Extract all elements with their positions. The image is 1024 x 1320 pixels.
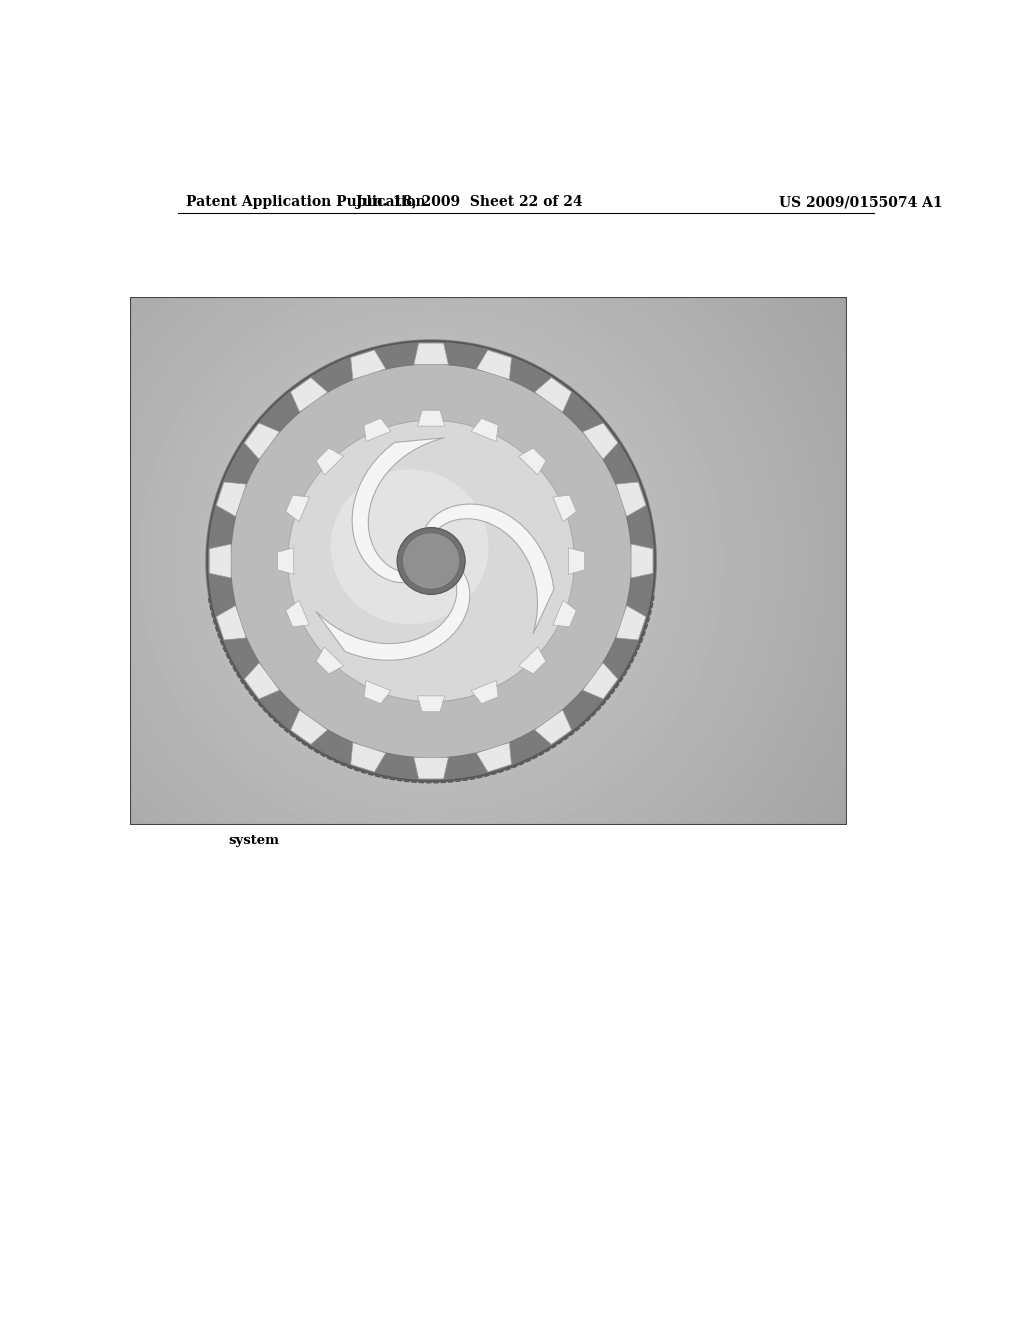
- Text: 706: 706: [451, 342, 475, 355]
- Text: 708: 708: [477, 693, 501, 706]
- Polygon shape: [286, 601, 309, 627]
- Text: 700: 700: [686, 347, 713, 360]
- Polygon shape: [553, 495, 577, 521]
- Circle shape: [347, 478, 515, 644]
- Text: Patent Application Publication: Patent Application Publication: [186, 195, 426, 209]
- Circle shape: [397, 528, 465, 594]
- Circle shape: [288, 420, 574, 702]
- Circle shape: [331, 470, 488, 624]
- Polygon shape: [414, 343, 449, 364]
- Polygon shape: [364, 418, 391, 441]
- Circle shape: [402, 533, 460, 589]
- Polygon shape: [418, 696, 444, 711]
- Polygon shape: [245, 663, 280, 700]
- Polygon shape: [291, 710, 328, 744]
- Polygon shape: [315, 564, 470, 660]
- Polygon shape: [350, 743, 386, 772]
- Polygon shape: [615, 606, 646, 640]
- Polygon shape: [535, 710, 571, 744]
- Polygon shape: [471, 681, 499, 704]
- Polygon shape: [471, 418, 499, 441]
- Polygon shape: [518, 447, 546, 475]
- Polygon shape: [216, 606, 247, 640]
- Polygon shape: [615, 482, 646, 516]
- Polygon shape: [316, 647, 344, 675]
- Polygon shape: [352, 438, 444, 582]
- Polygon shape: [278, 548, 294, 574]
- Text: US 2009/0155074 A1: US 2009/0155074 A1: [778, 195, 942, 209]
- Polygon shape: [286, 495, 309, 521]
- Polygon shape: [583, 663, 617, 700]
- Polygon shape: [553, 601, 577, 627]
- Polygon shape: [291, 378, 328, 412]
- Polygon shape: [518, 647, 546, 675]
- Polygon shape: [350, 350, 386, 379]
- Polygon shape: [476, 350, 512, 379]
- Polygon shape: [583, 422, 617, 459]
- Polygon shape: [216, 482, 247, 516]
- Polygon shape: [414, 758, 449, 779]
- Text: 706: 706: [352, 682, 377, 696]
- Circle shape: [230, 364, 632, 758]
- Polygon shape: [476, 743, 512, 772]
- Polygon shape: [568, 548, 585, 574]
- Polygon shape: [364, 681, 391, 704]
- Polygon shape: [245, 422, 280, 459]
- Circle shape: [205, 339, 657, 783]
- Polygon shape: [422, 504, 554, 634]
- Text: Jun. 18, 2009  Sheet 22 of 24: Jun. 18, 2009 Sheet 22 of 24: [356, 195, 583, 209]
- Text: 704: 704: [634, 510, 658, 523]
- Text: system: system: [228, 833, 280, 846]
- Text: 706: 706: [652, 582, 676, 595]
- Polygon shape: [316, 447, 344, 475]
- Polygon shape: [209, 544, 231, 578]
- Text: Figure 22: Top view of assembled vertical axis wind energy conversion: Figure 22: Top view of assembled vertica…: [228, 812, 749, 824]
- Polygon shape: [535, 378, 571, 412]
- Polygon shape: [631, 544, 653, 578]
- Polygon shape: [418, 411, 444, 426]
- Text: 702: 702: [313, 504, 337, 517]
